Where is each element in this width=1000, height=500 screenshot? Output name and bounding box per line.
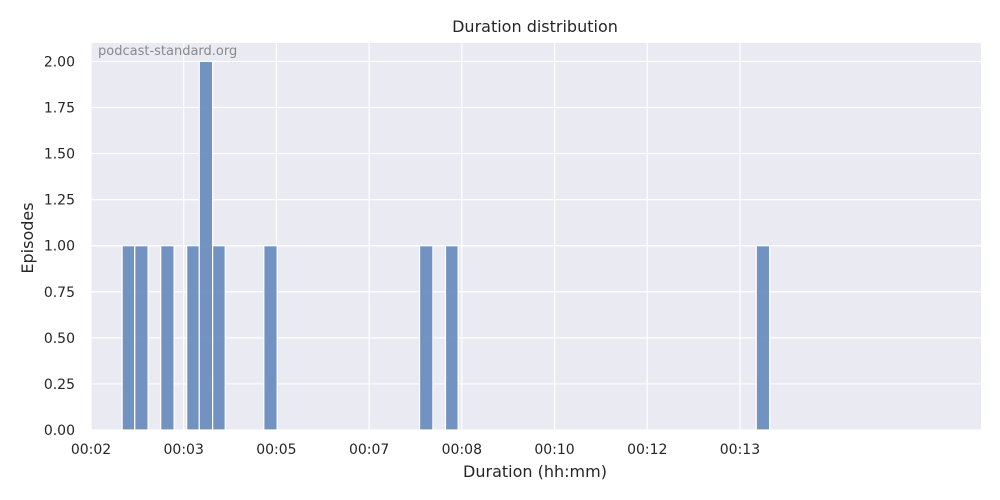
x-tick-label: 00:02 bbox=[71, 442, 111, 458]
y-tick-label: 0.75 bbox=[44, 285, 75, 301]
x-tick-label: 00:05 bbox=[256, 442, 296, 458]
y-axis-ticks: 0.00 0.25 0.50 0.75 1.00 1.25 1.50 1.75 2.00 bbox=[44, 54, 75, 439]
x-tick-label: 00:10 bbox=[534, 442, 574, 458]
y-tick-label: 1.75 bbox=[44, 101, 75, 117]
bars bbox=[121, 60, 771, 431]
y-tick-label: 1.50 bbox=[44, 147, 75, 163]
histogram-bar bbox=[263, 245, 278, 431]
histogram-bar bbox=[186, 245, 200, 431]
histogram-bar bbox=[418, 245, 434, 431]
histogram-bar bbox=[212, 245, 226, 431]
x-tick-label: 00:03 bbox=[164, 442, 204, 458]
x-axis-ticks: 00:02 00:03 00:05 00:07 00:08 00:10 00:12 00:13 bbox=[71, 442, 760, 458]
y-tick-label: 0.25 bbox=[44, 377, 75, 393]
y-tick-label: 1.00 bbox=[44, 239, 75, 255]
y-tick-label: 1.25 bbox=[44, 193, 75, 209]
histogram-bar bbox=[198, 60, 214, 431]
y-tick-label: 2.00 bbox=[44, 54, 75, 70]
watermark-text: podcast-standard.org bbox=[98, 44, 237, 59]
y-tick-label: 0.00 bbox=[44, 423, 75, 439]
x-axis-label: Duration (hh:mm) bbox=[463, 462, 607, 481]
histogram-bar bbox=[755, 245, 771, 431]
y-axis-label: Episodes bbox=[18, 202, 37, 273]
x-tick-label: 00:12 bbox=[627, 442, 667, 458]
y-tick-label: 0.50 bbox=[44, 331, 75, 347]
x-tick-label: 00:13 bbox=[720, 442, 760, 458]
histogram-bar bbox=[160, 245, 175, 431]
gridlines bbox=[90, 43, 981, 431]
histogram-bar bbox=[121, 245, 136, 431]
histogram-bar bbox=[134, 245, 149, 431]
x-tick-label: 00:08 bbox=[442, 442, 482, 458]
x-tick-label: 00:07 bbox=[349, 442, 389, 458]
chart-title: Duration distribution bbox=[452, 17, 618, 36]
histogram-bar bbox=[444, 245, 459, 431]
